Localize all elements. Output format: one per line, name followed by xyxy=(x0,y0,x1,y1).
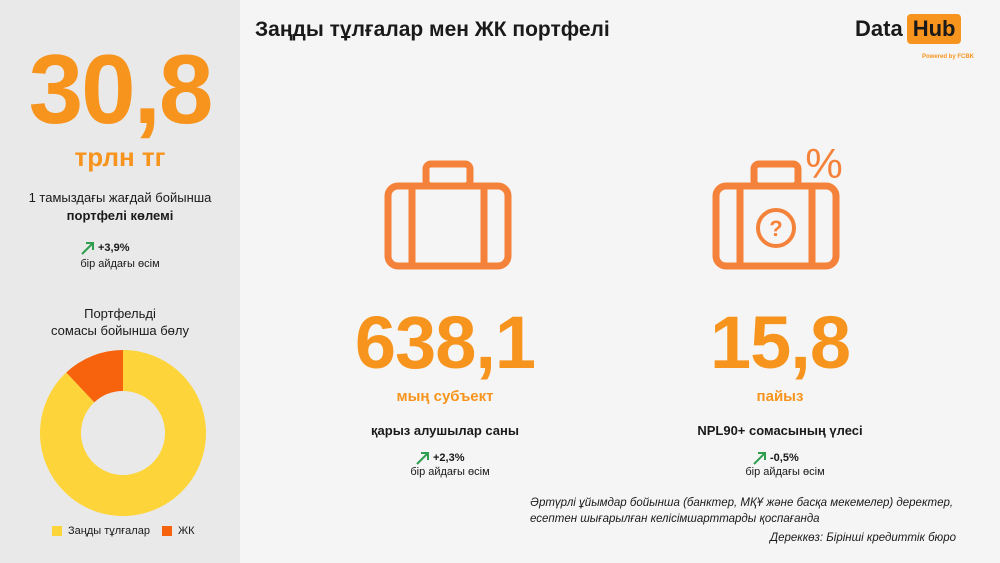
source-note: Дереккөз: Бірінші кредиттік бюро xyxy=(770,532,956,544)
page-title: Заңды тұлғалар мен ЖК портфелі xyxy=(255,18,610,41)
left-panel: 30,8 трлн тг 1 тамыздағы жағдай бойынша … xyxy=(0,0,240,563)
legend-swatch-legal xyxy=(52,526,62,536)
borrowers-growth: +2,3% xyxy=(415,450,465,466)
svg-text:?: ? xyxy=(769,216,782,241)
footnote: Әртүрлі ұйымдар бойынша (банктер, МҚҰ жә… xyxy=(530,495,953,527)
footnote-line1: Әртүрлі ұйымдар бойынша (банктер, МҚҰ жә… xyxy=(530,497,954,509)
logo-hub-text: Hub xyxy=(906,14,962,44)
npl-unit: пайыз xyxy=(756,388,804,405)
briefcase-icon xyxy=(384,160,512,270)
borrowers-growth-caption: бір айдағы өсім xyxy=(410,466,490,478)
arrow-up-right-icon xyxy=(753,452,766,465)
npl-growth-caption: бір айдағы өсім xyxy=(745,466,825,478)
borrowers-label: қарыз алушылар саны xyxy=(371,423,519,438)
npl-label: NPL90+ сомасының үлесі xyxy=(697,423,863,438)
legend-swatch-ie xyxy=(161,526,172,536)
borrowers-value: 638,1 xyxy=(354,301,536,384)
svg-text:%: % xyxy=(805,140,842,187)
arrow-up-right-icon xyxy=(416,452,429,465)
npl-value: 15,8 xyxy=(709,301,851,384)
portfolio-growth-caption: бір айдағы өсім xyxy=(80,258,160,270)
portfolio-desc-title: портфелі көлемі xyxy=(66,208,174,223)
arrow-up-right-icon xyxy=(81,242,94,255)
donut-slice-ie xyxy=(66,350,123,403)
portfolio-growth: +3,9% xyxy=(80,240,130,256)
datahub-logo: Data Hub xyxy=(855,14,962,44)
risk-briefcase-icon: ? % xyxy=(712,140,843,270)
legend-label-legal: Заңды тұлғалар xyxy=(68,525,150,537)
distribution-title-line1: Портфельді xyxy=(84,306,156,321)
distribution-donut-chart xyxy=(40,350,206,516)
npl-growth-value: -0,5% xyxy=(770,452,799,464)
distribution-legend: Заңды тұлғалар ЖК xyxy=(52,525,195,537)
donut-slice-legal-entities xyxy=(40,350,206,516)
portfolio-unit: трлн тг xyxy=(74,142,166,172)
logo-data-text: Data xyxy=(855,16,903,41)
portfolio-desc-date: 1 тамыздағы жағдай бойынша xyxy=(28,190,212,205)
footnote-line2: есептен шығарылған келісімшарттарды қосп… xyxy=(530,513,820,525)
portfolio-growth-value: +3,9% xyxy=(98,242,130,254)
distribution-title-line2: сомасы бойынша бөлу xyxy=(51,323,189,338)
legend-label-ie: ЖК xyxy=(177,525,195,537)
borrowers-unit: мың субъект xyxy=(396,388,494,405)
npl-growth: -0,5% xyxy=(752,450,799,466)
distribution-title: Портфельді сомасы бойынша бөлу xyxy=(0,305,240,339)
borrowers-growth-value: +2,3% xyxy=(433,452,465,464)
logo-powered-by: Powered by FCBK xyxy=(922,54,975,60)
portfolio-value: 30,8 xyxy=(28,34,214,144)
